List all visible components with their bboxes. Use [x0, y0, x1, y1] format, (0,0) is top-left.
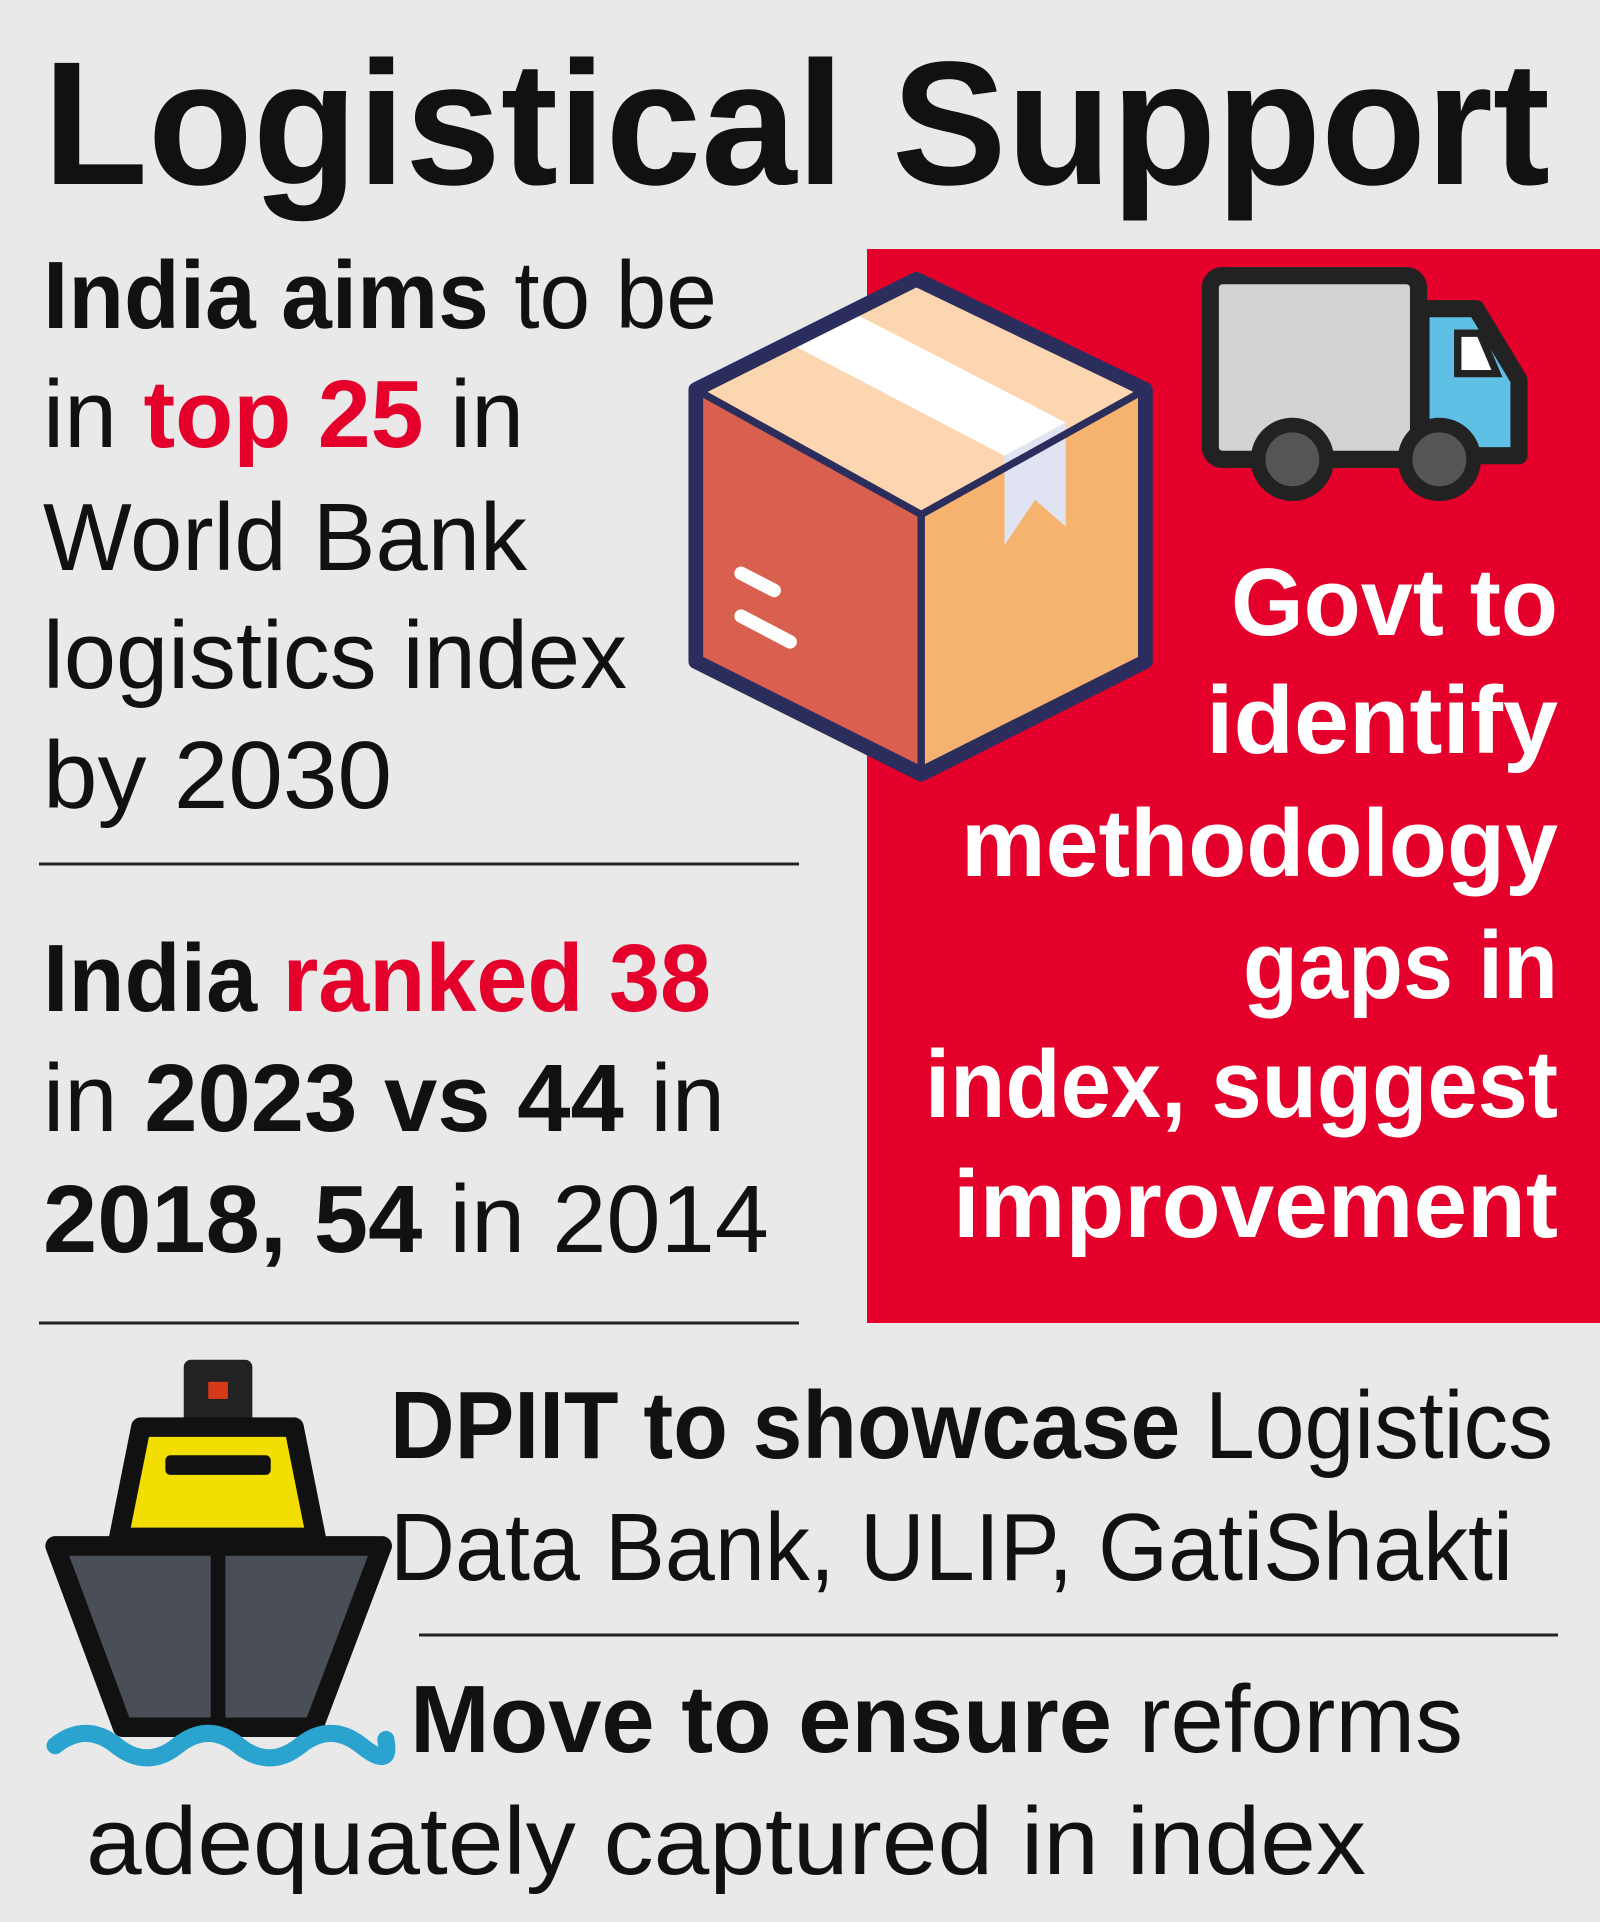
title: Logistical Support — [43, 26, 1550, 222]
text-line: DPIIT to showcase Logistics — [390, 1372, 1553, 1479]
box-icon — [688, 271, 1153, 782]
text-segment: 2023 vs 44 — [144, 1045, 624, 1152]
text-segment: DPIIT to showcase — [390, 1372, 1180, 1479]
text-segment: Govt to — [1231, 549, 1558, 656]
text-line: 2018, 54 in 2014 — [43, 1166, 769, 1273]
text-line: in 2023 vs 44 in — [43, 1045, 725, 1152]
truck-icon — [1201, 267, 1528, 502]
text-line: index, suggest — [925, 1031, 1558, 1138]
text-line: methodology — [961, 790, 1558, 897]
text-segment: gaps in — [1243, 912, 1558, 1019]
ship-icon — [45, 1359, 396, 1767]
text-segment: in — [43, 1045, 118, 1152]
text-line: improvement — [953, 1151, 1558, 1258]
text-segment: ranked 38 — [283, 925, 711, 1032]
text-segment: India — [43, 925, 258, 1032]
text-segment: index, suggest — [925, 1031, 1558, 1138]
text-line: World Bank — [43, 484, 528, 591]
text-segment: in 2014 — [449, 1166, 769, 1273]
text-segment: improvement — [953, 1151, 1558, 1258]
text-segment: Move to ensure — [410, 1666, 1112, 1773]
text-line: Govt to — [1231, 549, 1558, 656]
text-segment: in — [43, 361, 117, 468]
text-segment: 2018, 54 — [43, 1166, 422, 1273]
text-segment: India aims — [43, 242, 489, 349]
text-line: Data Bank, ULIP, GatiShakti — [390, 1494, 1513, 1601]
text-line: India ranked 38 — [43, 925, 711, 1032]
text-line: logistics index — [43, 602, 627, 709]
text-line: by 2030 — [43, 722, 392, 829]
text-segment: Data Bank, ULIP, GatiShakti — [390, 1494, 1513, 1601]
text-segment: to be — [514, 242, 717, 349]
text-line: adequately captured in index — [86, 1788, 1366, 1895]
text-segment: adequately captured in index — [86, 1788, 1366, 1895]
text-segment: Logistics — [1205, 1372, 1553, 1479]
text-segment: reforms — [1139, 1666, 1463, 1773]
text-segment: in — [450, 361, 524, 468]
text-segment: World Bank — [43, 484, 528, 591]
text-segment: logistics index — [43, 602, 627, 709]
text-line: identify — [1206, 667, 1558, 774]
text-segment: by 2030 — [43, 722, 392, 829]
text-segment: in — [650, 1045, 725, 1152]
text-segment: identify — [1206, 667, 1558, 774]
text-line: in top 25 in — [43, 361, 524, 468]
text-segment: methodology — [961, 790, 1558, 897]
text-segment: top 25 — [143, 361, 423, 468]
text-line: Move to ensure reforms — [410, 1666, 1463, 1773]
text-line: gaps in — [1243, 912, 1558, 1019]
text-line: India aims to be — [43, 242, 717, 349]
